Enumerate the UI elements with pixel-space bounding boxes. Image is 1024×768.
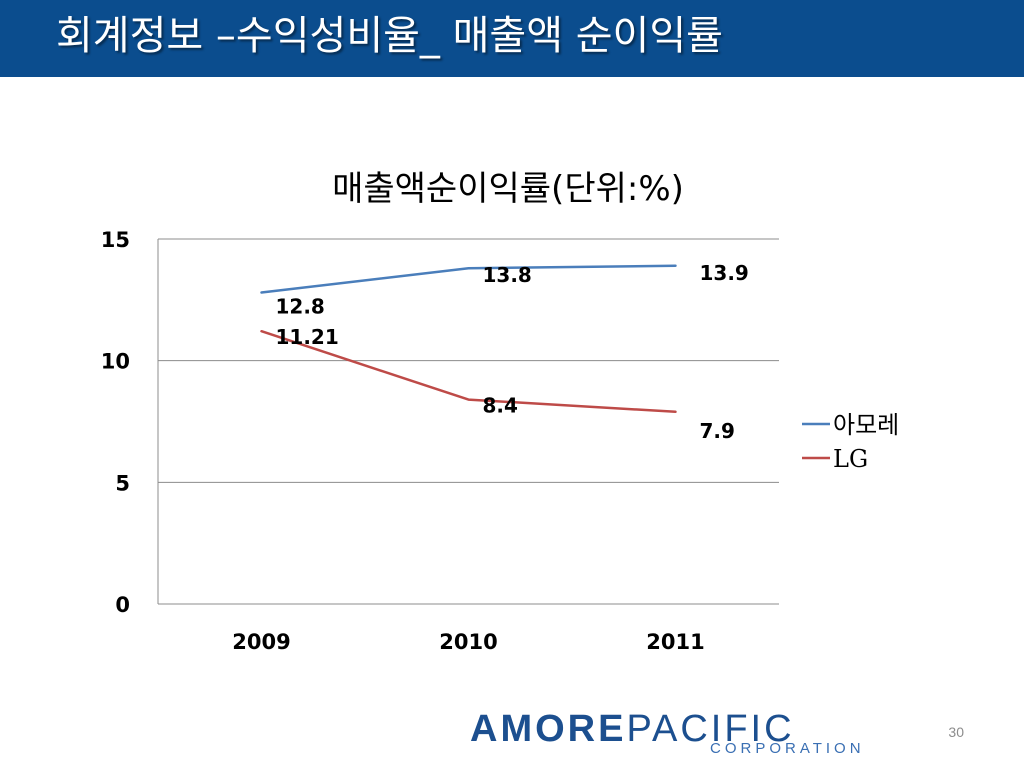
chart: 매출액순이익률(단위:%) 0 5 10 15 2009 2010 2011 12.8 13.8 1…: [101, 169, 899, 654]
data-label: 13.8: [483, 263, 532, 287]
slide-title: 회계정보 –수익성비율_ 매출액 순이익률: [56, 13, 723, 59]
x-tick-label: 2011: [646, 630, 704, 654]
series-line: [260, 329, 677, 414]
slide-header: 회계정보 –수익성비율_ 매출액 순이익률: [0, 0, 1024, 77]
y-tick-label: 15: [101, 228, 130, 252]
logo-text-corporation: CORPORATION: [710, 740, 865, 757]
data-label: 7.9: [700, 419, 735, 443]
data-label: 8.4: [483, 394, 518, 418]
x-tick-label: 2010: [439, 630, 497, 654]
logo-wordmark: AMOREPACIFIC: [470, 710, 795, 748]
legend-label: LG: [833, 445, 868, 473]
legend-label: 아모레: [833, 411, 899, 439]
y-tick-label: 5: [115, 471, 130, 495]
logo-text-pacific: PACIFIC: [626, 708, 795, 750]
data-label: 12.8: [276, 295, 325, 319]
chart-title: 매출액순이익률(단위:%): [332, 169, 684, 209]
y-tick-label: 0: [115, 593, 130, 617]
series-line: [260, 264, 677, 294]
amorepacific-logo: AMOREPACIFIC CORPORATION: [470, 710, 930, 758]
data-label: 13.9: [700, 261, 749, 285]
y-tick-label: 10: [101, 350, 130, 374]
page-number: 30: [948, 724, 964, 740]
logo-text-amore: AMORE: [470, 708, 627, 750]
x-tick-label: 2009: [232, 630, 290, 654]
data-label: 11.21: [276, 325, 339, 349]
